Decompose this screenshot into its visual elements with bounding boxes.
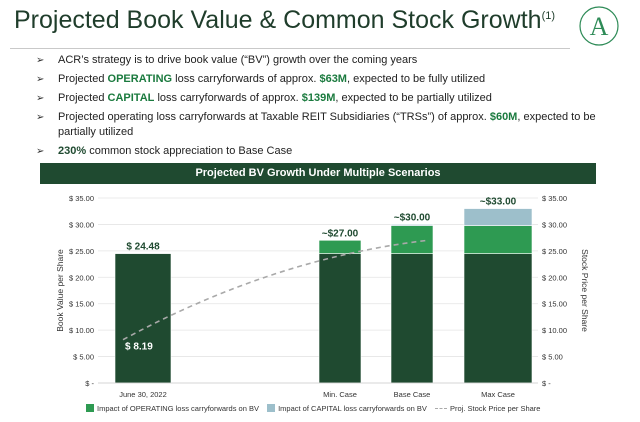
legend-item-operating: Impact of OPERATING loss carryforwards o… xyxy=(86,404,259,413)
bar-total-label: ~$27.00 xyxy=(322,228,359,239)
legend-operating-label: Impact of OPERATING loss carryforwards o… xyxy=(97,404,259,413)
y-tick-left: $ 20.00 xyxy=(69,273,94,282)
y-tick-left: $ 15.00 xyxy=(69,300,94,309)
y-tick-right: $ 25.00 xyxy=(542,247,567,256)
chart-legend: Impact of OPERATING loss carryforwards o… xyxy=(86,404,546,413)
bullet-list: ➢ ACR’s strategy is to drive book value (… xyxy=(36,53,596,163)
bullet-arrow-icon: ➢ xyxy=(36,93,45,104)
y-tick-right: $ 15.00 xyxy=(542,300,567,309)
bullet-highlight: $139M xyxy=(301,92,336,104)
y-axis-label-left: Book Value per Share xyxy=(55,249,65,332)
stock-price-line xyxy=(122,239,429,341)
bullet-text: Projected xyxy=(58,92,108,104)
page-title: Projected Book Value & Common Stock Grow… xyxy=(14,6,556,34)
y-tick-left: $ 30.00 xyxy=(69,220,94,229)
stock-price-start-label: $ 8.19 xyxy=(125,342,153,353)
y-tick-left: $ 10.00 xyxy=(69,326,94,335)
y-tick-left: $ 5.00 xyxy=(73,353,94,362)
bar-total-label: $ 24.48 xyxy=(126,242,160,253)
bullet-highlight: 230% xyxy=(58,145,87,157)
title-footnote: (1) xyxy=(541,10,556,22)
bar-segment xyxy=(390,225,434,254)
logo-letter: A xyxy=(590,12,609,41)
bullet-highlight: $60M xyxy=(489,111,518,123)
legend-item-stock-price: Proj. Stock Price per Share xyxy=(435,404,540,413)
bar-total-label: ~$30.00 xyxy=(394,212,431,223)
x-tick-label: June 30, 2022 xyxy=(119,390,167,399)
bullet-text: common stock appreciation to Base Case xyxy=(86,145,293,157)
bar-total-label: ~$33.00 xyxy=(480,197,517,208)
bullet-arrow-icon: ➢ xyxy=(36,112,45,123)
bullet-text: loss carryforwards of approx. xyxy=(154,92,302,104)
legend-stock-label: Proj. Stock Price per Share xyxy=(450,404,541,413)
bar-segment xyxy=(390,253,434,384)
x-tick-label: Base Case xyxy=(394,390,431,399)
bullet-item: ➢ ACR’s strategy is to drive book value (… xyxy=(36,53,596,68)
y-tick-right: $ 35.00 xyxy=(542,194,567,203)
bullet-highlight: CAPITAL xyxy=(107,92,155,104)
bullet-arrow-icon: ➢ xyxy=(36,74,45,85)
bullet-highlight: $63M xyxy=(319,73,347,85)
bar-segment xyxy=(390,224,434,226)
bullet-text: Projected operating loss carryforwards a… xyxy=(58,111,490,123)
bar-segment xyxy=(463,253,533,384)
bar-segment xyxy=(463,225,533,254)
bullet-item: ➢ 230% common stock appreciation to Base … xyxy=(36,144,596,159)
bullet-arrow-icon: ➢ xyxy=(36,55,45,66)
x-tick-label: Max Case xyxy=(481,390,515,399)
bullet-text: , expected to be fully utilized xyxy=(346,73,486,85)
y-tick-right: $ 10.00 xyxy=(542,326,567,335)
y-axis-label-right: Stock Price per Share xyxy=(580,249,590,332)
y-tick-right: $ 20.00 xyxy=(542,273,567,282)
bullet-text: Projected xyxy=(58,73,108,85)
y-tick-right: $ 30.00 xyxy=(542,220,567,229)
company-logo: A xyxy=(579,6,619,46)
x-tick-label: Min. Case xyxy=(323,390,357,399)
bullet-item: ➢ Projected operating loss carryforwards … xyxy=(36,110,596,140)
chart-title: Projected BV Growth Under Multiple Scena… xyxy=(40,163,596,184)
bullet-text: , expected to be partially utilized xyxy=(58,111,596,138)
bullet-text: loss carryforwards of approx. xyxy=(172,73,320,85)
bullet-arrow-icon: ➢ xyxy=(36,146,45,157)
bullet-text: ACR’s strategy is to drive book value (“… xyxy=(58,54,418,66)
bar-segment xyxy=(318,239,362,254)
y-tick-right: $ - xyxy=(542,379,551,388)
bar-segment xyxy=(463,208,533,226)
legend-item-capital: Impact of CAPITAL loss carryforwards on … xyxy=(267,404,427,413)
y-tick-left: $ - xyxy=(85,379,94,388)
y-tick-right: $ 5.00 xyxy=(542,353,563,362)
bullet-item: ➢ Projected OPERATING loss carryforwards … xyxy=(36,72,596,87)
bv-growth-chart: $ - $ - $ 5.00 $ 5.00 $ 10.00 $ 10.00 $ 15.00 $… xyxy=(55,194,590,399)
bullet-highlight: OPERATING xyxy=(107,73,173,85)
bullet-text: , expected to be partially utilized xyxy=(335,92,492,104)
y-tick-left: $ 35.00 xyxy=(69,194,94,203)
legend-capital-label: Impact of CAPITAL loss carryforwards on … xyxy=(278,404,427,413)
bar-segment xyxy=(114,253,172,384)
title-divider xyxy=(10,48,570,49)
y-tick-left: $ 25.00 xyxy=(69,247,94,256)
bullet-item: ➢ Projected CAPITAL loss carryforwards of… xyxy=(36,91,596,106)
bar-segment xyxy=(318,253,362,384)
